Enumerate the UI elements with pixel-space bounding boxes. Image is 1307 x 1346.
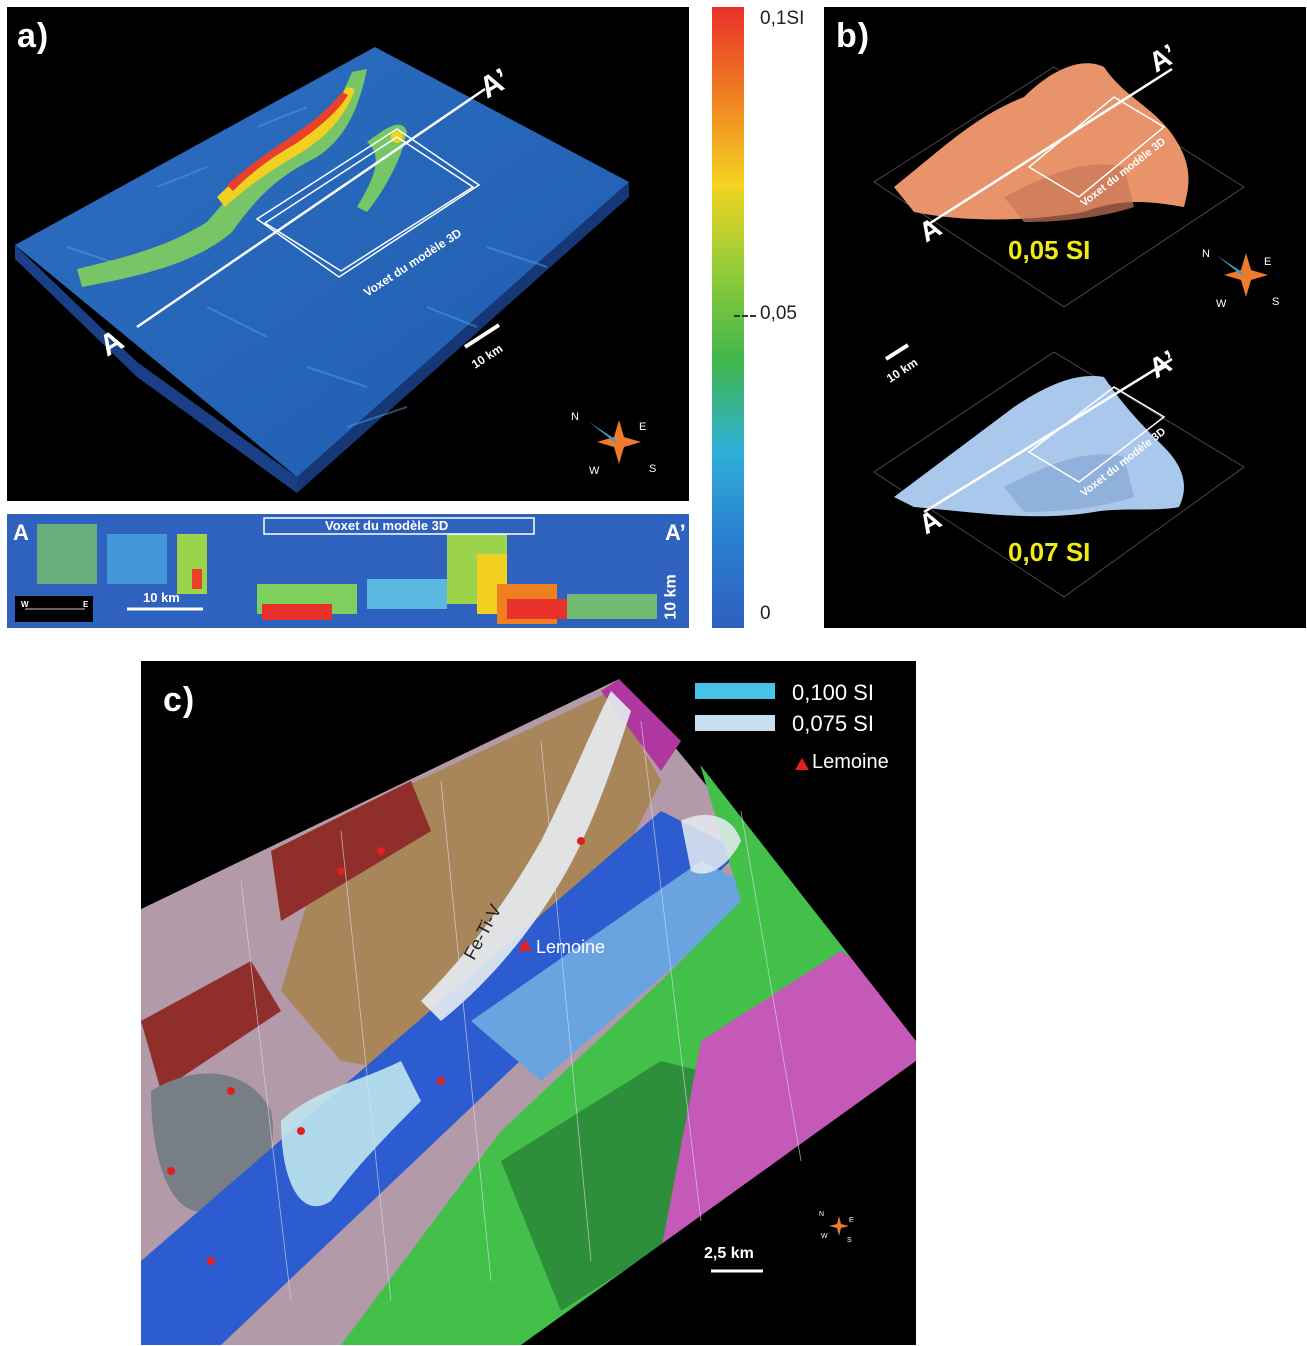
voxet-outline [263, 517, 535, 535]
iso-label-top: 0,05 SI [1008, 235, 1091, 265]
legend-swatch-0075 [695, 715, 775, 731]
inset-w-label: W [21, 600, 29, 609]
scale-label: 2,5 km [704, 1245, 754, 1262]
block-side-face [297, 182, 629, 493]
section-a-prime-label: A’ [665, 520, 686, 545]
compass-rose-icon: N E S W [819, 1211, 854, 1244]
svg-text:E: E [1264, 256, 1271, 268]
voxet-outline [255, 128, 481, 278]
svg-text:N: N [1202, 248, 1210, 260]
compass-rose-icon: N E S W [1202, 248, 1279, 310]
panel-c: Fe-Ti-V N E S W c) Lemoine 2,5 km [141, 661, 916, 1345]
svg-text:N: N [571, 411, 579, 423]
magnetic-anomaly-band [77, 69, 367, 287]
panel-c-geology-map: Fe-Ti-V N E S W [141, 661, 916, 1345]
panel-b-isosurfaces: 10 km Voxet du modèle 3D Voxet du modèle… [873, 38, 1279, 598]
scale-bar [884, 343, 910, 361]
occurrence-markers [167, 837, 585, 1265]
scale-label: 10 km [469, 341, 505, 371]
panel-a: Voxet du modèle 3D A A’ 10 km N E S W a) [7, 7, 689, 501]
svg-text:S: S [649, 463, 656, 475]
lemoine-marker [518, 939, 532, 951]
voxet-label: Voxet du modèle 3D [325, 518, 449, 533]
panel-a-label: a) [17, 17, 50, 55]
scale-bar [463, 323, 501, 349]
panel-b: 10 km Voxet du modèle 3D Voxet du modèle… [824, 7, 1306, 628]
panel-b-label: b) [836, 17, 871, 55]
colorbar-tick-mid: 0,05 [760, 303, 797, 324]
panel-a-3d-block: Voxet du modèle 3D A A’ 10 km N E S W [15, 47, 656, 493]
svg-text:N: N [819, 1211, 824, 1218]
inset-e-label: E [83, 600, 89, 609]
colorbar-tick-min: 0 [760, 603, 771, 624]
cross-section: A A’ Voxet du modèle 3D 10 km W E 10 km [7, 514, 689, 628]
lemoine-annotation: Lemoine [536, 937, 606, 957]
legend-lemoine-marker-icon [795, 758, 809, 770]
vertical-scale-label: 10 km [662, 574, 680, 620]
svg-text:W: W [821, 1233, 828, 1240]
section-a-label: A [13, 520, 29, 545]
svg-text:S: S [847, 1237, 852, 1244]
colorbar-midline [734, 315, 756, 317]
isosurface-bottom [873, 351, 1245, 598]
svg-text:S: S [1272, 296, 1279, 308]
cross-section-image [7, 514, 689, 628]
legend-label-0075: 0,075 SI [792, 711, 874, 736]
scale-label: 10 km [143, 590, 180, 605]
block-top-face [15, 47, 629, 477]
isosurface-top [873, 63, 1245, 308]
point-a-prime-top: A’ [1144, 38, 1182, 78]
point-a-prime-label: A’ [474, 62, 515, 105]
colorbar-tick-max: 0,1SI [760, 8, 805, 29]
point-a-prime-bottom: A’ [1144, 344, 1182, 384]
block-front-face [15, 245, 297, 493]
compass-rose-icon: N E S W [571, 411, 656, 477]
svg-text:W: W [1216, 298, 1227, 310]
svg-text:E: E [849, 1217, 854, 1224]
svg-text:W: W [589, 465, 600, 477]
scale-label: 10 km [884, 355, 920, 385]
panel-c-label: c) [163, 681, 196, 719]
legend-swatch-0100 [695, 683, 775, 699]
iso-label-bottom: 0,07 SI [1008, 537, 1091, 567]
legend-label-0100: 0,100 SI [792, 680, 874, 705]
legend-label-lemoine: Lemoine [812, 751, 889, 773]
colorbar [712, 7, 744, 628]
section-line [136, 87, 486, 329]
svg-text:E: E [639, 421, 646, 433]
